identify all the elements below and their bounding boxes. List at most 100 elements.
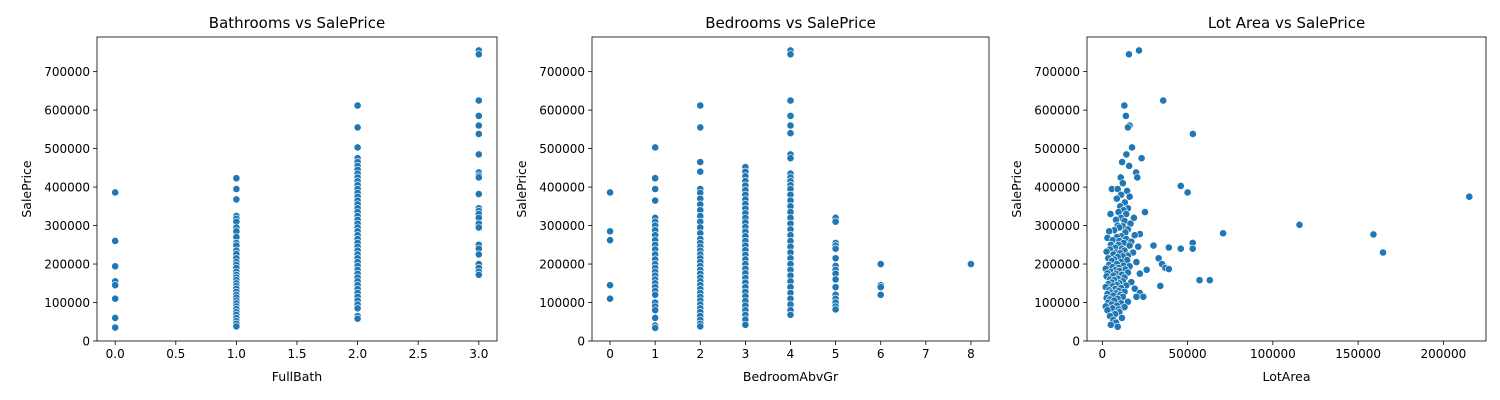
scatter-point	[1118, 158, 1127, 166]
y-tick-label: 400000	[539, 180, 585, 194]
x-tick-label: 8	[967, 347, 975, 361]
scatter-point	[651, 143, 660, 152]
scatter-point	[831, 283, 840, 292]
chart-panel-bedrooms: 0 1 2 3 4 5 6 7 8 0 100000 200000 300000 400000 500000…	[514, 14, 990, 384]
scatter-point	[1125, 162, 1134, 170]
scatter-point	[1188, 130, 1197, 138]
scatter-point	[1106, 320, 1115, 329]
scatter-point	[1142, 265, 1151, 274]
x-tick-label: 0.0	[106, 347, 125, 361]
x-tick-label: 1	[651, 347, 659, 361]
scatter-point	[1118, 314, 1126, 322]
scatter-point	[786, 96, 795, 105]
scatter-point	[1113, 185, 1122, 193]
scatter-point	[831, 254, 840, 263]
scatter-point	[474, 223, 483, 232]
scatter-point	[111, 188, 120, 197]
scatter-points	[606, 46, 975, 332]
scatter-point	[1132, 292, 1141, 301]
scatter-point	[831, 217, 840, 226]
x-tick-label: 0	[1099, 347, 1107, 361]
scatter-point	[474, 96, 483, 105]
scatter-point	[232, 174, 241, 183]
scatter-point	[606, 294, 614, 303]
scatter-point	[1132, 258, 1141, 267]
scatter-point	[651, 306, 660, 315]
x-tick-label: 7	[922, 347, 930, 361]
x-axis-label: BedroomAbvGr	[743, 369, 839, 384]
scatter-point	[474, 250, 483, 259]
y-axis-label: SalePrice	[1009, 160, 1024, 218]
scatter-point	[741, 320, 750, 329]
scatter-point	[1369, 230, 1378, 239]
scatter-point	[831, 244, 840, 253]
scatter-point	[474, 173, 483, 182]
y-tick-label: 0	[82, 334, 90, 348]
y-tick-label: 0	[577, 334, 585, 348]
scatter-point	[696, 167, 705, 176]
scatter-point	[876, 290, 885, 299]
scatter-point	[606, 281, 614, 290]
scatter-point	[651, 290, 660, 299]
x-tick-label: 6	[877, 347, 885, 361]
scatter-point	[651, 324, 660, 332]
chart-title: Lot Area vs SalePrice	[1208, 14, 1365, 32]
y-tick-label: 300000	[44, 219, 90, 233]
x-tick-label: 150000	[1335, 347, 1381, 361]
scatter-point	[474, 270, 483, 279]
y-tick-label: 700000	[539, 65, 585, 79]
x-tick-label: 4	[787, 347, 795, 361]
y-tick-label: 500000	[1034, 142, 1080, 156]
scatter-point	[606, 236, 614, 245]
x-axis-label: LotArea	[1262, 369, 1310, 384]
scatter-point	[1120, 101, 1129, 110]
scatter-point	[1112, 194, 1121, 203]
scatter-point	[1164, 265, 1173, 273]
scatter-point	[1125, 241, 1134, 250]
scatter-point	[474, 111, 483, 120]
scatter-point	[1137, 154, 1146, 163]
scatter-points	[111, 46, 483, 332]
scatter-point	[831, 275, 840, 284]
scatter-point	[1130, 284, 1139, 293]
scatter-point	[353, 101, 362, 110]
chart-title: Bathrooms vs SalePrice	[209, 14, 385, 32]
scatter-point	[876, 260, 885, 268]
scatter-point	[1134, 242, 1143, 251]
scatter-point	[1295, 220, 1304, 229]
scatter-point	[1129, 213, 1138, 222]
scatter-point	[967, 260, 975, 268]
scatter-point	[606, 227, 614, 236]
y-tick-label: 100000	[1034, 296, 1080, 310]
scatter-point	[474, 150, 483, 159]
scatter-point	[1465, 192, 1474, 201]
y-tick-label: 200000	[44, 257, 90, 271]
scatter-point	[353, 143, 362, 152]
y-tick-label: 400000	[44, 180, 90, 194]
scatter-point	[111, 323, 120, 332]
scatter-point	[1159, 96, 1168, 105]
scatter-point	[696, 123, 705, 132]
scatter-point	[111, 314, 120, 322]
scatter-point	[232, 185, 241, 193]
scatter-point	[786, 50, 795, 59]
x-tick-label: 3.0	[469, 347, 488, 361]
scatter-point	[1176, 182, 1185, 190]
x-tick-label: 1.5	[287, 347, 306, 361]
scatter-point	[786, 310, 795, 319]
x-tick-label: 2	[696, 347, 704, 361]
scatter-point	[876, 283, 885, 292]
scatter-point	[831, 305, 840, 314]
x-tick-label: 200000	[1420, 347, 1466, 361]
y-tick-label: 600000	[44, 103, 90, 117]
y-axis-label: SalePrice	[19, 160, 34, 218]
x-tick-label: 2.0	[348, 347, 367, 361]
y-tick-label: 600000	[539, 103, 585, 117]
scatter-point	[696, 158, 705, 166]
scatter-point	[1118, 179, 1127, 188]
x-tick-label: 0.5	[166, 347, 185, 361]
y-tick-label: 400000	[1034, 180, 1080, 194]
scatter-point	[1149, 241, 1158, 250]
y-tick-label: 100000	[539, 296, 585, 310]
